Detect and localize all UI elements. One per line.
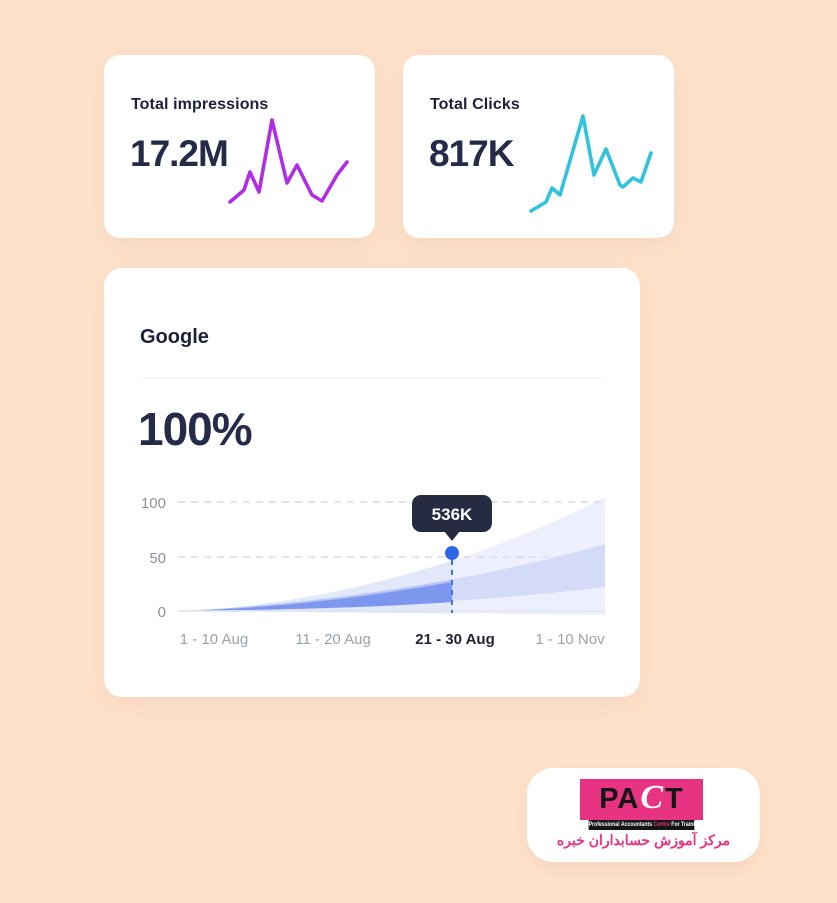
kpi-value: 817K (429, 133, 514, 174)
tooltip: 536K (412, 495, 492, 541)
divider (140, 378, 604, 379)
x-tick-1[interactable]: 1 - 10 Aug (180, 631, 248, 648)
pact-letters-pa: PA (599, 783, 640, 815)
kpi-card-impressions: Total impressions 17.2M (104, 55, 375, 238)
google-analytics-card: Google 100% 536K 100 50 (104, 268, 640, 697)
tagline-post: For Training (669, 822, 702, 828)
y-tick-100: 100 (141, 495, 166, 512)
kpi-label: Total impressions (131, 96, 269, 113)
impressions-sparkline-chart (228, 118, 349, 204)
x-tick-3-active[interactable]: 21 - 30 Aug (415, 631, 494, 648)
y-tick-50: 50 (149, 550, 166, 567)
kpi-card-clicks: Total Clicks 817K (403, 55, 674, 238)
clicks-sparkline (529, 114, 653, 213)
selected-point-dot[interactable] (445, 546, 459, 560)
clicks-sparkline-chart (529, 114, 653, 213)
y-tick-0: 0 (158, 604, 166, 621)
pact-persian-text: مرکز آموزش حسابداران خبره (556, 832, 731, 848)
x-tick-2[interactable]: 11 - 20 Aug (295, 631, 371, 648)
x-tick-4[interactable]: 1 - 10 Nov (535, 631, 605, 648)
pact-tagline: Professional Accountants Centre For Trai… (588, 820, 701, 830)
area-band-mid (180, 544, 605, 611)
pact-letter-c: C (640, 778, 665, 816)
pact-acronym: PA C T (599, 778, 684, 819)
pact-logo-card: PA C T Professional Accountants Centre F… (527, 768, 760, 862)
tagline-highlight: Centre (653, 822, 670, 828)
tagline-pre: Professional Accountants (588, 822, 654, 828)
area-band-core (180, 582, 452, 611)
fan-area-chart[interactable]: 536K 100 50 0 1 - 10 Aug 11 - 20 Aug 21 … (104, 480, 640, 670)
pact-logo: PA C T (580, 779, 703, 820)
card-title: Google (140, 326, 209, 348)
pact-letter-t: T (665, 783, 684, 815)
kpi-label: Total Clicks (430, 96, 520, 113)
kpi-value: 17.2M (130, 133, 229, 174)
tooltip-value: 536K (432, 505, 473, 524)
percent-value: 100% (138, 403, 253, 455)
impressions-sparkline (228, 118, 349, 204)
